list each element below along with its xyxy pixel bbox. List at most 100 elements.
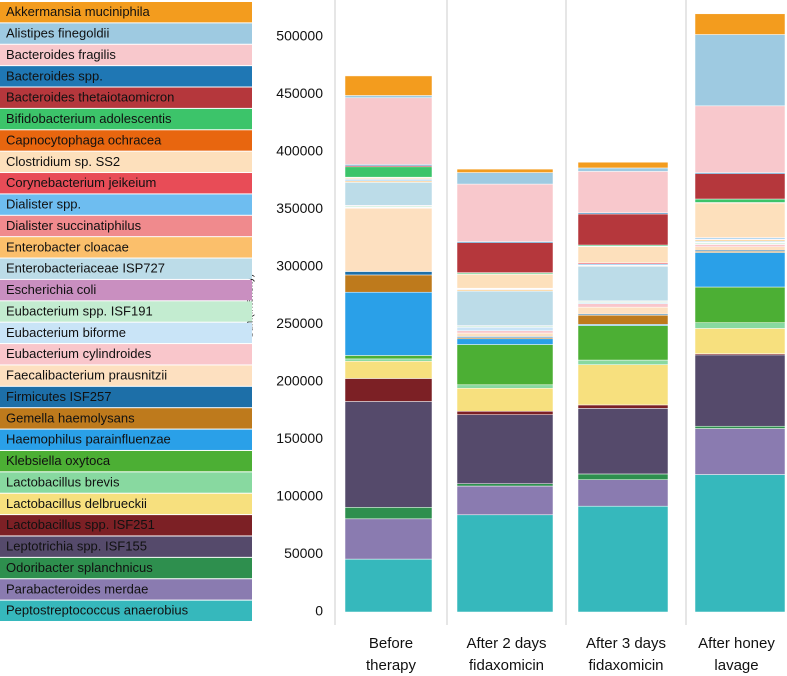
bar-segment [577,167,669,172]
legend-label: Clostridium sp. SS2 [6,154,120,169]
y-tick-label: 250000 [276,315,323,331]
y-tick-label: 350000 [276,200,323,216]
bar-segment [344,182,433,206]
bar-segment [344,558,433,613]
legend-label: Lactobacillus brevis [6,474,120,489]
legend-label: Alistipes finegoldii [6,26,109,41]
bar-segment [456,290,554,326]
legend-swatch [0,557,252,579]
y-tick-label: 400000 [276,143,323,159]
bar-segment [456,183,554,242]
bar-segment [344,274,433,293]
bar-segment [456,274,554,289]
legend-swatch [0,108,252,130]
bar-segment [694,105,786,173]
legend-label: Lactobacillus spp. ISF251 [6,517,155,532]
bar-segment [456,388,554,412]
legend-swatch [0,2,252,23]
bar-segment [694,13,786,35]
y-tick-label: 0 [315,603,323,619]
bar-segment [456,514,554,613]
legend-swatch [0,173,252,194]
bar-segment [456,414,554,484]
x-tick-label: After 2 days [466,635,546,652]
bar-segment [344,401,433,508]
bar-segment [344,378,433,402]
bar-segment [344,291,433,356]
bar-segment [456,168,554,173]
legend-label: Eubacterium biforme [6,325,126,340]
bar-segment [577,314,669,325]
bar-segment [694,354,786,427]
bar-segment [456,330,554,334]
bar-segment [694,173,786,200]
bar-segment [456,242,554,273]
legend-swatch [0,536,252,557]
y-tick-label: 50000 [284,545,323,561]
bar-segment [456,344,554,386]
legend-swatch [0,408,252,429]
legend-label: Klebsiella oxytoca [6,453,111,468]
bar-segment [456,327,554,331]
legend-swatch [0,301,252,322]
bar-segment [577,473,669,480]
legend-label: Haemophilus parainfluenzae [6,432,171,447]
bar-segment [694,34,786,107]
legend-swatch [0,87,252,108]
bar-segment [577,266,669,302]
legend-label: Akkermansia muciniphila [6,4,151,19]
bar-segment [344,518,433,560]
bar-segment [694,322,786,329]
bar-segment [456,483,554,487]
legend-swatch [0,151,252,173]
bar-segment [694,328,786,354]
legend-swatch [0,344,252,365]
legend-swatch [0,23,252,44]
legend-label: Eubacterium spp. ISF191 [6,303,153,318]
bar-segment [577,213,669,246]
legend-swatch [0,322,252,344]
y-tick-label: 200000 [276,373,323,389]
legend-swatch [0,600,252,621]
legend-label: Enterobacteriaceae ISP727 [6,261,165,276]
legend-swatch [0,66,252,87]
bar-segment [694,474,786,613]
y-tick-label: 150000 [276,430,323,446]
legend-swatch [0,237,252,258]
legend-swatch [0,194,252,215]
legend-label: Eubacterium cylindroides [6,346,152,361]
bar-segment [694,244,786,248]
bar-segment [344,97,433,165]
legend-label: Leptotrichia spp. ISF155 [6,539,147,554]
legend-swatch [0,130,252,151]
x-tick-label: After honey [698,635,775,652]
bar-segment [456,485,554,516]
y-tick-label: 450000 [276,85,323,101]
legend-label: Dialister spp. [6,197,81,212]
legend-swatch [0,579,252,600]
bar-segment [694,286,786,323]
legend-swatch [0,44,252,66]
bar-segment [456,338,554,345]
legend-label: Firmicutes ISF257 [6,389,111,404]
legend-label: Gemella haemolysans [6,410,135,425]
bar-segment [577,364,669,406]
legend-swatch [0,386,252,408]
bar-segment [694,198,786,203]
bar-segment [344,75,433,96]
legend-label: Bacteroides thetaiotaomicron [6,90,174,105]
bar-segment [577,325,669,361]
x-tick-label: therapy [366,657,417,674]
bar-segment [577,171,669,214]
bar-segment [456,332,554,337]
x-tick-label: After 3 days [586,635,666,652]
x-tick-label: lavage [714,657,758,674]
bar-segment [694,246,786,251]
bar-segment [694,202,786,238]
bar-segment [344,355,433,360]
legend-label: Dialister succinatiphilus [6,218,142,233]
bar-segment [456,172,554,185]
legend-swatch [0,215,252,237]
bar-segment [577,303,669,308]
